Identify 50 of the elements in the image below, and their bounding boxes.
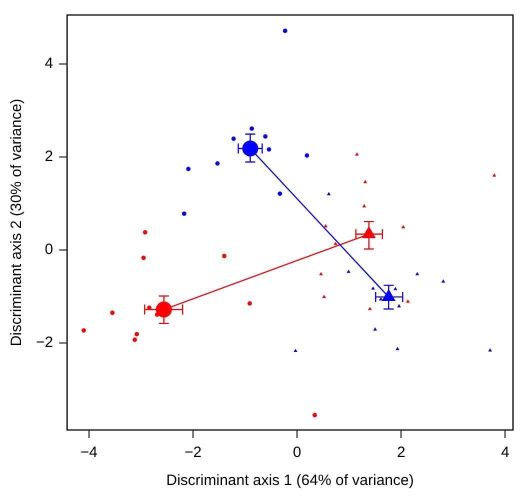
point <box>142 230 148 234</box>
x-tick-label: 4 <box>501 444 510 462</box>
point <box>378 297 383 300</box>
point <box>397 304 401 308</box>
point <box>401 224 406 228</box>
point <box>322 294 326 298</box>
x-tick-label: −4 <box>80 444 98 462</box>
point <box>492 173 496 177</box>
point <box>355 152 359 156</box>
point <box>263 134 268 139</box>
point <box>82 328 86 333</box>
point <box>278 191 282 196</box>
point <box>186 166 191 172</box>
point <box>334 242 338 245</box>
point <box>406 299 410 303</box>
x-axis-title: Discriminant axis 1 (64% of variance) <box>166 472 414 490</box>
point <box>250 126 254 131</box>
point <box>215 161 220 166</box>
point <box>294 348 298 352</box>
point <box>373 327 378 331</box>
point <box>248 301 252 306</box>
point <box>312 412 317 418</box>
point <box>304 153 310 158</box>
point <box>362 204 366 208</box>
point <box>134 332 140 336</box>
y-axis-title: Discriminant axis 2 (30% of variance) <box>8 98 26 346</box>
point <box>363 180 368 184</box>
point <box>154 312 160 317</box>
point <box>132 338 137 342</box>
point <box>368 306 372 310</box>
point <box>141 256 146 260</box>
x-tick-label: 0 <box>292 444 302 462</box>
y-tick-label: 2 <box>44 148 54 166</box>
y-tick-label: 4 <box>44 54 54 72</box>
point <box>110 310 115 315</box>
y-tick-label: 0 <box>44 241 54 258</box>
x-tick-label: −2 <box>184 444 202 462</box>
point <box>222 254 226 258</box>
point <box>231 136 236 141</box>
point <box>266 147 272 152</box>
point <box>441 279 446 283</box>
point <box>488 348 492 352</box>
y-tick-label: −2 <box>36 334 54 352</box>
x-tick-label: 2 <box>396 444 406 462</box>
point <box>282 28 288 34</box>
point <box>324 224 328 228</box>
point <box>371 286 375 290</box>
point <box>346 270 350 273</box>
point <box>394 286 398 290</box>
point <box>182 211 186 216</box>
